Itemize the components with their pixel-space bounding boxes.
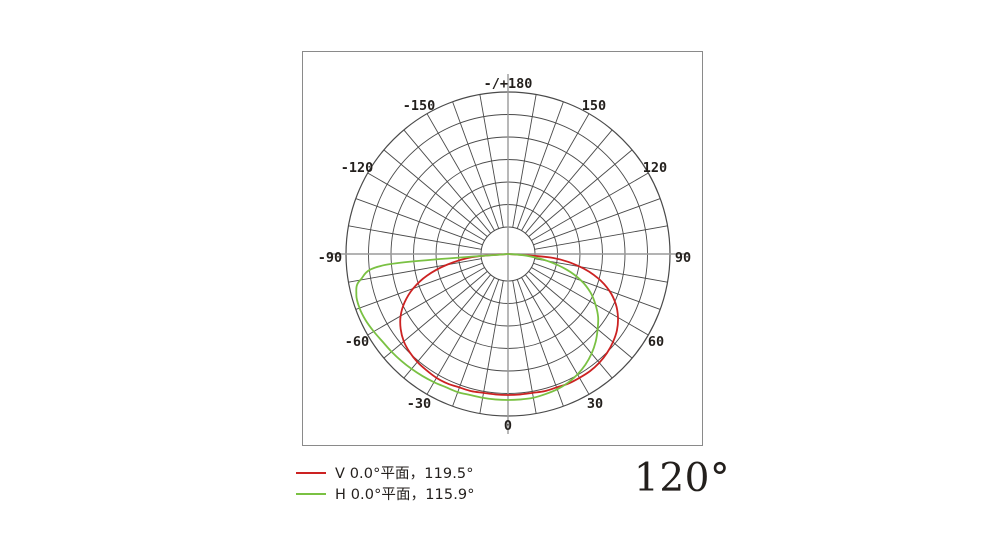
legend-swatch-v xyxy=(296,471,326,474)
grid-spoke xyxy=(528,271,633,359)
grid-spoke xyxy=(426,277,495,395)
grid-spoke xyxy=(452,279,500,407)
grid-spoke xyxy=(534,258,668,283)
grid-spoke xyxy=(355,262,483,310)
polar-angle-label: 30 xyxy=(587,396,603,412)
polar-angle-label: 150 xyxy=(582,98,606,114)
grid-spoke xyxy=(367,267,485,336)
grid-spoke xyxy=(531,267,649,336)
polar-chart-plot: 0 30 60 90 120 150 -/+180 -150 -120 -90 -60 -30 xyxy=(318,74,691,434)
grid-spoke xyxy=(383,271,488,359)
polar-angle-label: 120 xyxy=(643,160,667,176)
grid-spoke xyxy=(516,279,564,407)
grid-spoke xyxy=(533,262,661,310)
polar-angle-label: -90 xyxy=(318,250,342,266)
polar-series-curves xyxy=(355,253,619,401)
polar-angle-labels: 0 30 60 90 120 150 -/+180 -150 -120 -90 -60 -30 xyxy=(318,76,691,434)
grid-spoke xyxy=(512,94,537,228)
beam-angle-value: 120° xyxy=(634,456,730,501)
series-curve-v xyxy=(399,253,619,396)
polar-angle-label: -30 xyxy=(407,396,431,412)
grid-spoke xyxy=(528,149,633,237)
grid-spoke xyxy=(355,198,483,246)
grid-spoke xyxy=(531,172,649,241)
grid-spoke xyxy=(479,94,504,228)
grid-spoke xyxy=(426,113,495,231)
polar-angle-label: -120 xyxy=(341,160,374,176)
legend-swatch-h xyxy=(296,492,326,495)
grid-spoke xyxy=(525,129,613,234)
polar-angle-label: 0 xyxy=(504,418,512,434)
legend-item-v: V 0.0°平面，119.5° xyxy=(296,462,626,483)
grid-spoke xyxy=(383,149,488,237)
grid-spoke xyxy=(533,198,661,246)
polar-angle-label: -150 xyxy=(403,98,436,114)
legend-item-h: H 0.0°平面，115.9° xyxy=(296,483,626,504)
grid-spoke xyxy=(403,129,491,234)
polar-angle-label: -/+180 xyxy=(484,76,533,92)
legend-label-h: H 0.0°平面，115.9° xyxy=(335,487,475,503)
polar-angle-label: -60 xyxy=(345,334,369,350)
grid-spoke xyxy=(348,225,482,250)
polar-grid-spokes xyxy=(348,94,668,414)
grid-spoke xyxy=(516,101,564,229)
polar-angle-label: 60 xyxy=(648,334,664,350)
polar-grid xyxy=(328,74,688,434)
chart-legend: V 0.0°平面，119.5° H 0.0°平面，115.9° xyxy=(296,462,626,504)
grid-spoke xyxy=(534,225,668,250)
grid-spoke xyxy=(479,280,504,414)
grid-spoke xyxy=(512,280,537,414)
series-curve-h xyxy=(355,253,600,401)
grid-spoke xyxy=(452,101,500,229)
grid-spoke xyxy=(348,258,482,283)
grid-spoke xyxy=(403,274,491,379)
grid-spoke xyxy=(521,113,590,231)
grid-spoke xyxy=(367,172,485,241)
legend-label-v: V 0.0°平面，119.5° xyxy=(335,466,474,482)
polar-angle-label: 90 xyxy=(675,250,691,266)
grid-spoke xyxy=(525,274,613,379)
